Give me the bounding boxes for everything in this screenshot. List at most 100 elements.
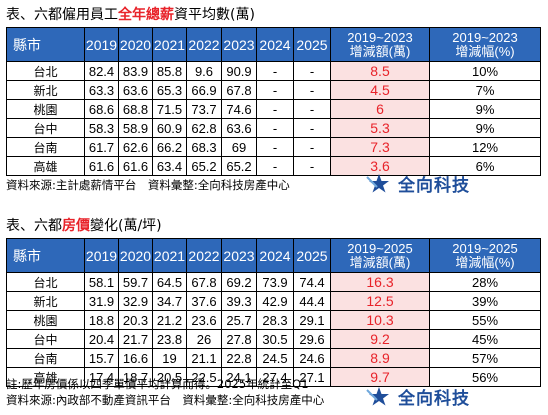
value-cell: 68.6	[84, 99, 119, 119]
salary-header-year: 2025	[293, 27, 331, 62]
change-cell: 3.6	[330, 156, 430, 176]
value-cell: 39.3	[221, 291, 257, 311]
price-header-year: 2025	[293, 238, 331, 273]
price-header-year: 2024	[256, 238, 294, 273]
value-cell: 21.2	[152, 310, 187, 330]
value-cell: -	[256, 61, 294, 81]
table-row: 台中 20.4 21.7 23.8 26 27.8 30.5 29.6 9.2 45%	[6, 329, 541, 349]
value-cell: 63.6	[221, 118, 257, 138]
value-cell: 20.4	[84, 329, 119, 349]
salary-source: 資料來源:主計處薪情平台 資料彙整:全向科技房產中心	[6, 178, 290, 192]
value-cell: 25.7	[221, 310, 257, 330]
price-header-year: 2021	[152, 238, 187, 273]
price-table-title: 表、六都房價變化(萬/坪)	[6, 217, 162, 235]
value-cell: 69.2	[221, 272, 257, 292]
price-header-year: 2023	[221, 238, 257, 273]
city-cell: 台中	[6, 329, 85, 349]
value-cell: 16.6	[118, 348, 153, 368]
rate-cell: 39%	[429, 291, 541, 311]
table-row: 新北 63.3 63.6 65.3 66.9 67.8- -4.5 7%	[6, 80, 541, 100]
value-cell: 65.2	[221, 156, 257, 176]
value-cell: 18.8	[84, 310, 119, 330]
value-cell: 73.9	[256, 272, 294, 292]
price-table-body: 台北 58.1 59.7 64.5 67.8 69.2 73.9 74.4 16.3 28% 新北 3…	[6, 272, 541, 387]
rate-cell: 12%	[429, 137, 541, 157]
value-cell: 73.7	[186, 99, 222, 119]
salary-header-row: 縣市 2019 2020 2021 2022 2023 2024 2025 20…	[6, 27, 541, 62]
value-cell: 21.7	[118, 329, 153, 349]
value-cell: 85.8	[152, 61, 187, 81]
salary-header-year: 2019	[84, 27, 119, 62]
value-cell: 82.4	[84, 61, 119, 81]
change-cell: 16.3	[330, 272, 430, 292]
rate-cell: 10%	[429, 61, 541, 81]
value-cell: 66.9	[186, 80, 222, 100]
value-cell: 63.3	[84, 80, 119, 100]
rate-cell: 57%	[429, 348, 541, 368]
change-cell: 9.2	[330, 329, 430, 349]
brand-mark-icon	[366, 173, 389, 192]
value-cell: 24.6	[293, 348, 331, 368]
value-cell: 60.9	[152, 118, 187, 138]
salary-header-year: 2024	[256, 27, 294, 62]
brand-mark-icon	[366, 386, 389, 405]
price-header-change: 2019~2025 增減額(萬)	[330, 238, 430, 273]
value-cell: -	[256, 118, 294, 138]
price-source: 資料來源:內政部不動產資訊平台 資料彙整:全向科技房產中心	[6, 393, 325, 407]
price-title-prefix: 表、六都	[6, 218, 62, 234]
value-cell: -	[256, 99, 294, 119]
value-cell: 90.9	[221, 61, 257, 81]
value-cell: 20.3	[118, 310, 153, 330]
price-header-row: 縣市 2019 2020 2021 2022 2023 2024 2025 20…	[6, 238, 541, 273]
value-cell: 74.6	[221, 99, 257, 119]
value-cell: 65.2	[186, 156, 222, 176]
value-cell: 67.8	[221, 80, 257, 100]
salary-change-header-label: 增減額(萬)	[349, 43, 411, 59]
table-row: 桃園 68.6 68.8 71.5 73.7 74.6- -6 9%	[6, 99, 541, 119]
value-cell: 29.1	[293, 310, 331, 330]
value-cell: 67.8	[186, 272, 222, 292]
change-cell: 8.5	[330, 61, 430, 81]
city-cell: 台中	[6, 118, 85, 138]
city-cell: 台南	[6, 348, 85, 368]
value-cell: 62.8	[186, 118, 222, 138]
value-cell: 66.2	[152, 137, 187, 157]
value-cell: 74.4	[293, 272, 331, 292]
price-table: 縣市 2019 2020 2021 2022 2023 2024 2025 20…	[6, 238, 541, 387]
rate-cell: 9%	[429, 118, 541, 138]
value-cell: -	[256, 137, 294, 157]
value-cell: 61.7	[84, 137, 119, 157]
salary-rate-header-range: 2019~2023	[452, 29, 518, 45]
price-header-year: 2019	[84, 238, 119, 273]
value-cell: 32.9	[118, 291, 153, 311]
price-title-suffix: 變化(萬/坪)	[90, 218, 162, 234]
city-cell: 台南	[6, 137, 85, 157]
value-cell: 83.9	[118, 61, 153, 81]
price-rate-header-label: 增減幅(%)	[455, 254, 515, 270]
city-cell: 新北	[6, 291, 85, 311]
salary-title-highlight: 全年總薪	[118, 7, 174, 23]
value-cell: -	[293, 99, 331, 119]
value-cell: 24.5	[256, 348, 294, 368]
value-cell: 58.3	[84, 118, 119, 138]
value-cell: 71.5	[152, 99, 187, 119]
change-cell: 12.5	[330, 291, 430, 311]
salary-header-year: 2022	[186, 27, 222, 62]
city-cell: 高雄	[6, 367, 85, 387]
salary-header-year: 2021	[152, 27, 187, 62]
change-cell: 6	[330, 99, 430, 119]
rate-cell: 7%	[429, 80, 541, 100]
change-cell: 7.3	[330, 137, 430, 157]
salary-title-suffix: 資平均數(萬)	[174, 7, 255, 23]
rate-cell: 9%	[429, 99, 541, 119]
value-cell: 19	[152, 348, 187, 368]
price-header-year: 2022	[186, 238, 222, 273]
rate-cell: 6%	[429, 156, 541, 176]
salary-change-header-range: 2019~2023	[347, 29, 413, 45]
table-row: 桃園 18.8 20.3 21.2 23.6 25.7 28.3 29.1 10.3 55%	[6, 310, 541, 330]
value-cell: 63.4	[152, 156, 187, 176]
value-cell: 28.3	[256, 310, 294, 330]
change-cell: 4.5	[330, 80, 430, 100]
table-row: 台北 58.1 59.7 64.5 67.8 69.2 73.9 74.4 16.3 28%	[6, 272, 541, 292]
